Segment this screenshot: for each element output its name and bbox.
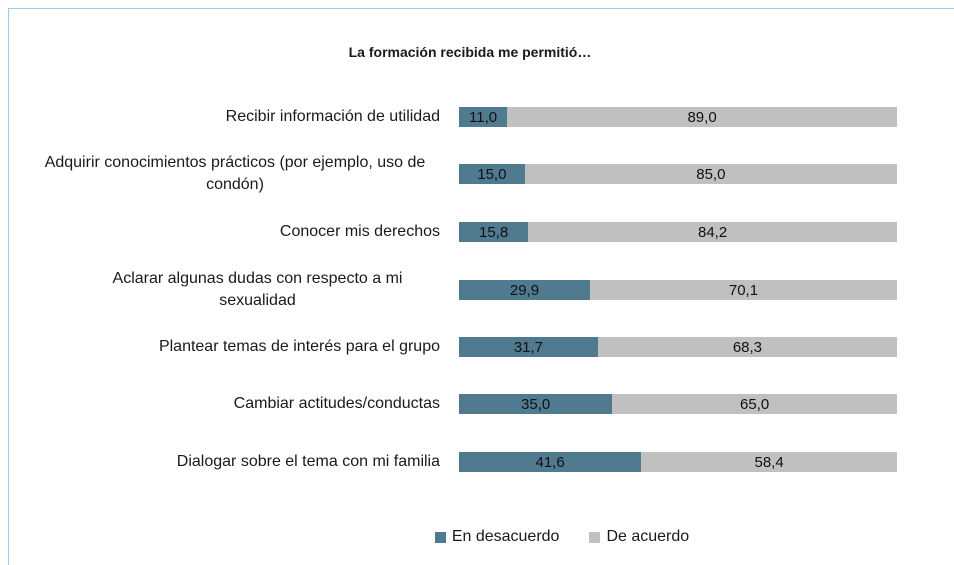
- value-label: 70,1: [728, 281, 759, 299]
- legend-label: De acuerdo: [606, 528, 690, 545]
- legend: En desacuerdo De acuerdo: [0, 528, 954, 546]
- category-label: Cambiar actitudes/conductas: [234, 379, 440, 429]
- bar-segment: 68,3: [597, 337, 897, 357]
- category-label: Aclarar algunas dudas con respecto a mi …: [75, 265, 440, 315]
- bar-segment: 15,8: [459, 222, 529, 242]
- category-label: Adquirir conocimientos prácticos (por ej…: [30, 149, 440, 199]
- bar-segment: 41,6: [459, 452, 642, 472]
- bar-row: Aclarar algunas dudas con respecto a mi …: [0, 265, 954, 315]
- category-label: Recibir información de utilidad: [226, 92, 440, 142]
- legend-swatch: [589, 531, 601, 543]
- bar: 31,7 68,3: [459, 337, 897, 357]
- bar-segment: 15,0: [459, 164, 525, 184]
- frame: [8, 8, 954, 565]
- bar-segment: 70,1: [589, 280, 897, 300]
- bar-segment: 11,0: [459, 107, 508, 127]
- bar-row: Adquirir conocimientos prácticos (por ej…: [0, 149, 954, 199]
- bar-row: Plantear temas de interés para el grupo 3…: [0, 322, 954, 372]
- category-text: Recibir información de utilidad: [225, 108, 440, 125]
- bar-row: Recibir información de utilidad 11,0 89,0: [0, 92, 954, 142]
- legend-label: En desacuerdo: [451, 528, 560, 545]
- bar: 15,8 84,2: [459, 222, 897, 242]
- chart-title: La formación recibida me permitió…: [348, 44, 592, 60]
- bar-segment: 84,2: [528, 222, 897, 242]
- category-text: Aclarar algunas dudas con respecto a mi …: [112, 270, 403, 309]
- value-label: 89,0: [687, 108, 717, 126]
- category-text: Dialogar sobre el tema con mi familia: [176, 453, 440, 470]
- bar-segment: 89,0: [507, 107, 897, 127]
- category-label: Dialogar sobre el tema con mi familia: [177, 437, 440, 487]
- value-label: 15,8: [479, 223, 509, 241]
- category-text: Adquirir conocimientos prácticos (por ej…: [44, 154, 426, 193]
- bar: 35,0 65,0: [459, 394, 897, 414]
- bar-segment: 35,0: [459, 394, 613, 414]
- category-text: Plantear temas de interés para el grupo: [158, 338, 440, 355]
- category-text: Cambiar actitudes/conductas: [233, 395, 440, 412]
- bar-segment: 58,4: [641, 452, 897, 472]
- value-label: 68,3: [732, 338, 763, 356]
- category-label: Plantear temas de interés para el grupo: [159, 322, 440, 372]
- bar-row: Dialogar sobre el tema con mi familia 41,…: [0, 437, 954, 487]
- bar-segment: 31,7: [459, 337, 598, 357]
- bar: 11,0 89,0: [459, 107, 897, 127]
- bar: 41,6 58,4: [459, 452, 897, 472]
- value-label: 41,6: [535, 453, 565, 471]
- value-label: 35,0: [521, 395, 551, 413]
- value-label: 65,0: [740, 395, 770, 413]
- category-label: Conocer mis derechos: [280, 207, 440, 257]
- value-label: 58,4: [754, 453, 784, 471]
- value-label: 31,7: [513, 338, 544, 356]
- value-label: 29,9: [509, 281, 540, 299]
- legend-item: De acuerdo: [589, 528, 689, 546]
- legend-item: En desacuerdo: [434, 528, 560, 546]
- bar-row: Cambiar actitudes/conductas 35,0 65,0: [0, 379, 954, 429]
- value-label: 84,2: [697, 223, 728, 241]
- legend-swatch: [434, 531, 446, 543]
- value-label: 85,0: [696, 165, 726, 183]
- bar-segment: 29,9: [459, 280, 590, 300]
- bar: 15,0 85,0: [459, 164, 897, 184]
- category-text: Conocer mis derechos: [279, 223, 440, 240]
- bar-segment: 65,0: [612, 394, 897, 414]
- bar-segment: 85,0: [524, 164, 897, 184]
- bar-row: Conocer mis derechos 15,8 84,2: [0, 207, 954, 257]
- bar: 29,9 70,1: [459, 280, 897, 300]
- value-label: 11,0: [469, 108, 498, 126]
- value-label: 15,0: [477, 165, 507, 183]
